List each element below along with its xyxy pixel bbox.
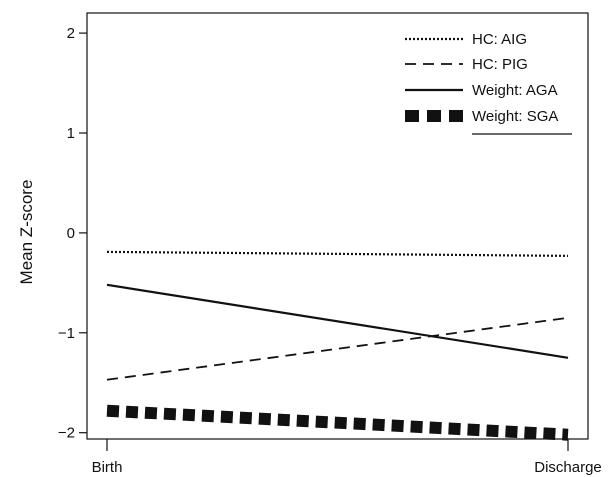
plot-frame [86,12,589,440]
series-line-hc-pig [106,316,569,381]
legend-label: Weight: AGA [472,82,558,99]
y-axis: −2 −1 0 1 2 [58,25,87,442]
series-line-hc-aig [106,250,569,257]
y-tick-label: 1 [67,125,75,142]
x-tick-label: Discharge [534,459,602,476]
y-tick-label: −1 [58,325,75,342]
y-axis-title: Mean Z-score [17,180,36,285]
y-tick-label: −2 [58,425,75,442]
legend-label: HC: PIG [472,56,528,73]
series-line-weight-sga [106,404,569,441]
legend-label: Weight: SGA [472,108,558,125]
legend: HC: AIG HC: PIG Weight: AGA Weight: SGA [405,31,572,135]
x-axis: Birth Discharge [92,439,602,476]
series-line-weight-aga [106,283,569,359]
legend-label: HC: AIG [472,31,527,48]
y-tick-label: 2 [67,25,75,42]
x-tick-label: Birth [92,459,123,476]
y-tick-label: 0 [67,225,75,242]
series-layer [106,250,569,441]
